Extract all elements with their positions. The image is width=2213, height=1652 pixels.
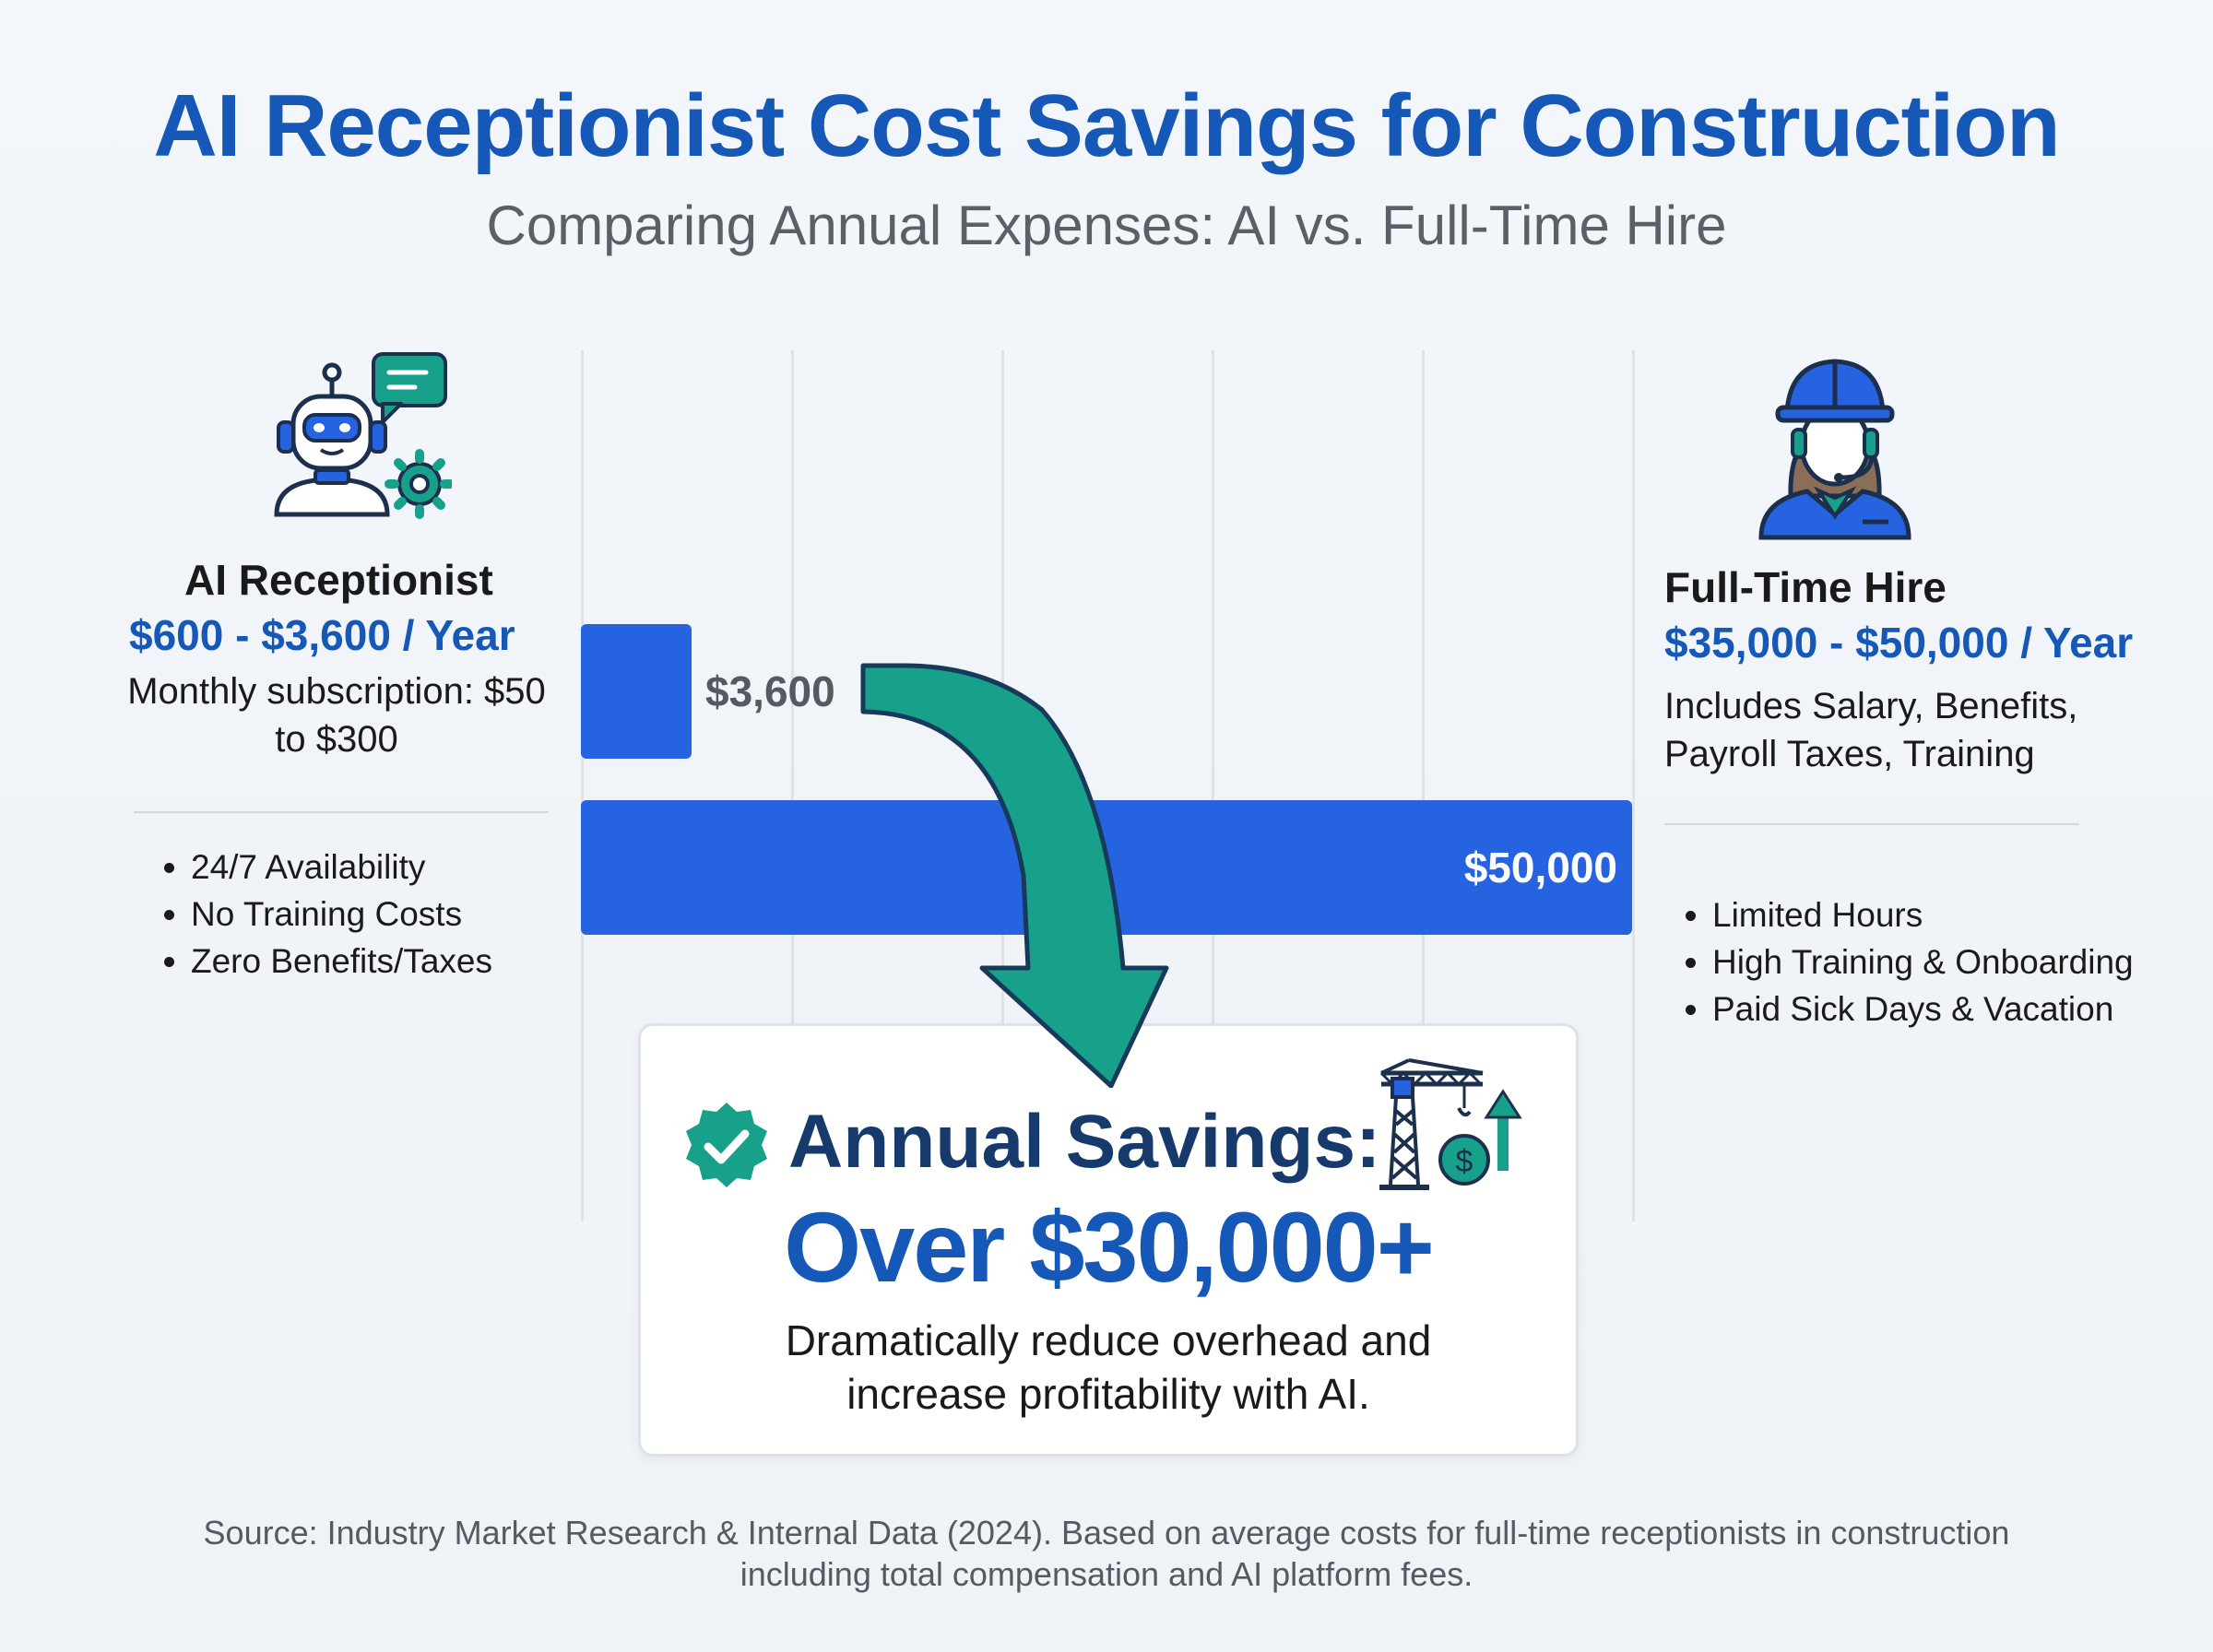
bar-value-label: $50,000 bbox=[1463, 844, 1617, 891]
hire-drawback-item: Paid Sick Days & Vacation bbox=[1712, 985, 2134, 1032]
savings-label: Annual Savings: bbox=[788, 1100, 1381, 1184]
svg-text:$: $ bbox=[1456, 1144, 1473, 1179]
curved-arrow-icon bbox=[830, 645, 1199, 1089]
receptionist-icon bbox=[1743, 348, 1927, 542]
chart-gridline bbox=[581, 350, 584, 1221]
ai-benefits-list: 24/7 Availability No Training Costs Zero… bbox=[152, 844, 492, 985]
hire-panel-desc-line2: Payroll Taxes, Training bbox=[1664, 734, 2035, 774]
ai-benefit-item: 24/7 Availability bbox=[191, 844, 492, 891]
ai-panel-desc-line1: Monthly subscription: $50 bbox=[127, 671, 546, 712]
hire-panel-desc-line1: Includes Salary, Benefits, bbox=[1664, 686, 2078, 726]
savings-value: Over $30,000+ bbox=[784, 1191, 1435, 1303]
savings-desc-line1: Dramatically reduce overhead and bbox=[785, 1316, 1432, 1364]
hire-drawbacks-list: Limited Hours High Training & Onboarding… bbox=[1674, 891, 2134, 1032]
ai-panel-divider bbox=[134, 811, 549, 813]
hire-panel-title: Full-Time Hire bbox=[1664, 563, 1947, 611]
hire-panel-divider bbox=[1664, 823, 2079, 825]
page-subtitle: Comparing Annual Expenses: AI vs. Full-T… bbox=[486, 195, 1727, 256]
ai-panel-desc-line2: to $300 bbox=[275, 719, 398, 760]
chart-gridline bbox=[791, 350, 794, 1221]
chart-gridline bbox=[1422, 350, 1425, 1221]
ai-panel-desc: Monthly subscription: $50 to $300 bbox=[92, 667, 581, 763]
chart-gridline bbox=[1212, 350, 1214, 1221]
hire-drawback-item: Limited Hours bbox=[1712, 891, 2134, 938]
source-line1: Source: Industry Market Research & Inter… bbox=[203, 1514, 2010, 1552]
savings-description: Dramatically reduce overhead and increas… bbox=[638, 1314, 1579, 1421]
page-title: AI Receptionist Cost Savings for Constru… bbox=[153, 77, 2060, 175]
hire-panel-desc: Includes Salary, Benefits, Payroll Taxes… bbox=[1664, 682, 2181, 778]
savings-card bbox=[638, 1023, 1579, 1457]
ai-robot-icon bbox=[267, 350, 455, 535]
verified-check-icon bbox=[680, 1099, 773, 1191]
bar-value-label: $3,600 bbox=[705, 667, 835, 715]
ai-benefit-item: Zero Benefits/Taxes bbox=[191, 938, 492, 985]
source-line2: including total compensation and AI plat… bbox=[740, 1555, 1473, 1593]
ai-panel-title: AI Receptionist bbox=[184, 556, 493, 604]
bar-ai-receptionist bbox=[581, 624, 692, 759]
source-note: Source: Industry Market Research & Inter… bbox=[0, 1512, 2213, 1595]
savings-desc-line2: increase profitability with AI. bbox=[846, 1370, 1370, 1418]
ai-panel-price: $600 - $3,600 / Year bbox=[129, 611, 515, 659]
crane-growth-icon: $ bbox=[1372, 1051, 1529, 1198]
ai-benefit-item: No Training Costs bbox=[191, 891, 492, 938]
chart-gridline bbox=[1632, 350, 1635, 1221]
hire-drawback-item: High Training & Onboarding bbox=[1712, 938, 2134, 985]
hire-panel-price: $35,000 - $50,000 / Year bbox=[1664, 619, 2134, 667]
